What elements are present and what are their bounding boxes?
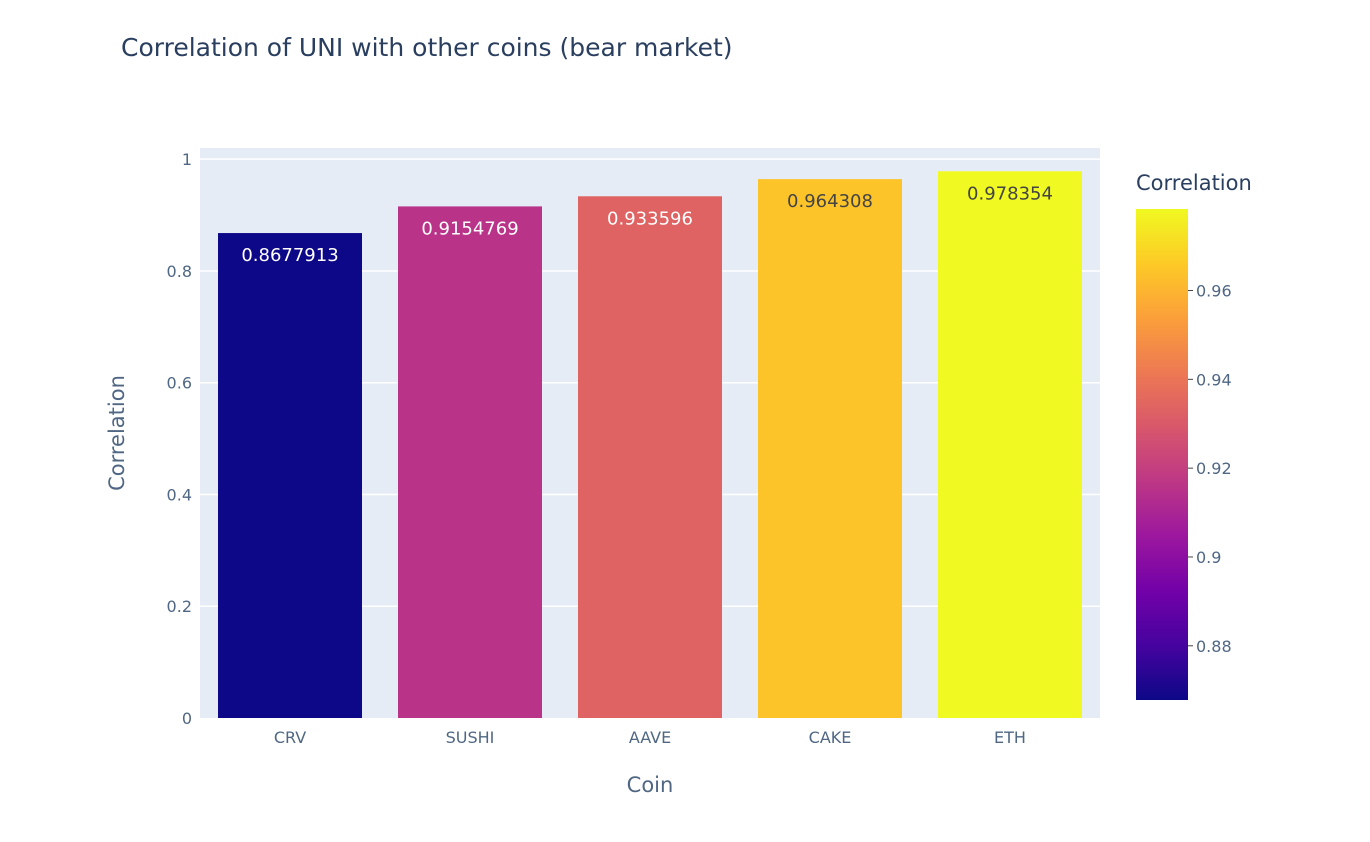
colorbar-ticks: 0.88 0.9 0.92 0.94 0.96: [1188, 282, 1232, 656]
bar-data-label: 0.933596: [607, 208, 693, 229]
bar-crv: [218, 233, 362, 718]
bar-cake: [758, 179, 902, 718]
bar-data-labels: 0.8677913 0.9154769 0.933596 0.964308 0.9783…: [241, 183, 1053, 266]
colorbar-title: Correlation: [1136, 171, 1252, 195]
bar-aave: [578, 196, 722, 718]
y-tick-label: 0.8: [167, 262, 192, 281]
x-tick-label: CRV: [274, 728, 306, 747]
y-axis-ticks: 0 0.2 0.4 0.6 0.8 1: [167, 150, 192, 728]
x-tick-label: CAKE: [809, 728, 852, 747]
x-axis-ticks: CRV SUSHI AAVE CAKE ETH: [274, 728, 1026, 747]
bar-eth: [938, 171, 1082, 718]
x-axis-title: Coin: [627, 773, 674, 797]
colorbar-tick-label: 0.92: [1196, 459, 1232, 478]
y-tick-label: 0.6: [167, 374, 192, 393]
bar-data-label: 0.978354: [967, 183, 1053, 204]
colorbar-tick-label: 0.96: [1196, 282, 1232, 301]
x-tick-label: ETH: [994, 728, 1026, 747]
y-tick-label: 1: [182, 150, 192, 169]
bar-data-label: 0.9154769: [421, 218, 518, 239]
bar-sushi: [398, 206, 542, 718]
y-tick-label: 0: [182, 709, 192, 728]
bars: [218, 171, 1082, 718]
chart-title: Correlation of UNI with other coins (bea…: [121, 33, 733, 62]
bar-data-label: 0.964308: [787, 191, 873, 212]
colorbar-tick-label: 0.88: [1196, 637, 1232, 656]
y-tick-label: 0.2: [167, 597, 192, 616]
x-tick-label: SUSHI: [446, 728, 495, 747]
y-tick-label: 0.4: [167, 485, 192, 504]
bar-data-label: 0.8677913: [241, 245, 338, 266]
colorbar-tick-label: 0.9: [1196, 548, 1221, 567]
x-tick-label: AAVE: [629, 728, 671, 747]
colorbar: [1136, 209, 1188, 700]
y-axis-title: Correlation: [105, 375, 129, 491]
colorbar-tick-label: 0.94: [1196, 370, 1232, 389]
